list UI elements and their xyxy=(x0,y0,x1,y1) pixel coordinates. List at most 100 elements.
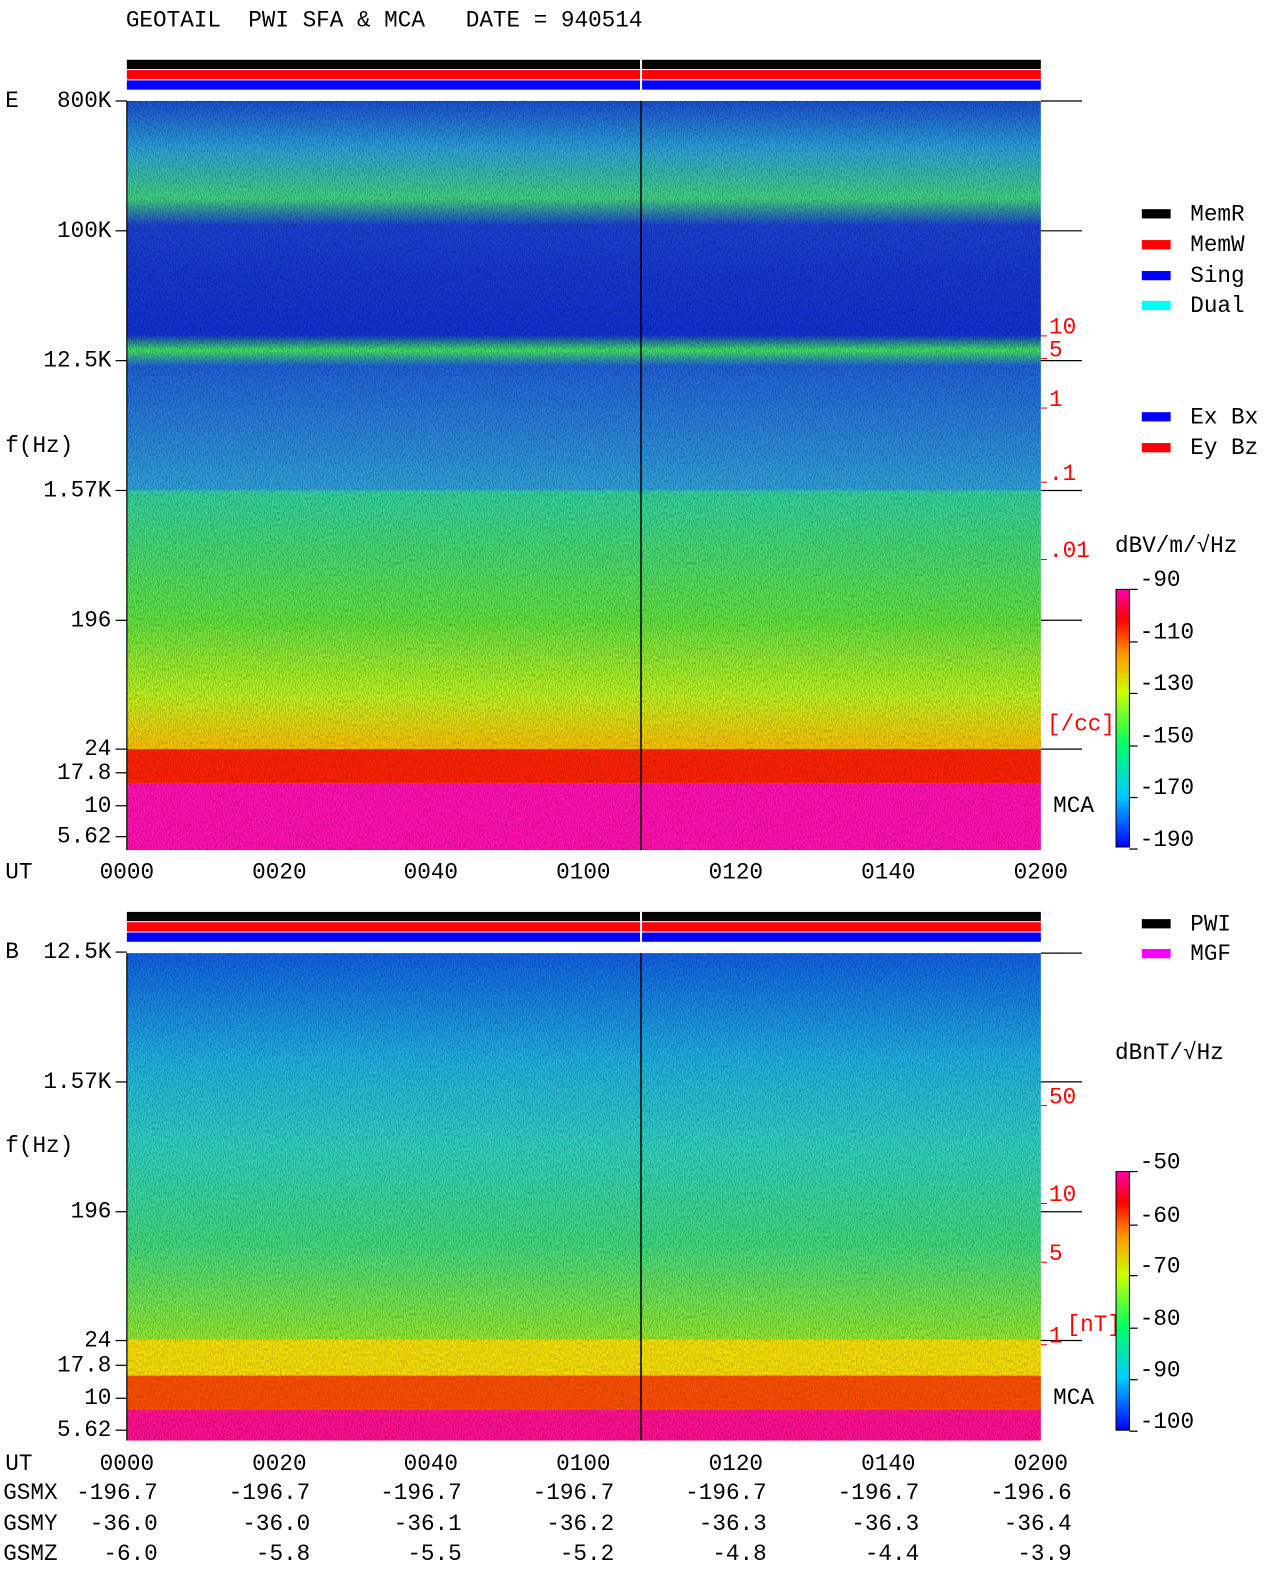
ephemeris-value: -36.3 xyxy=(699,1511,767,1537)
colorbar-label: -100 xyxy=(1140,1409,1194,1435)
panel-label: E xyxy=(5,88,19,114)
y-tick-label: 10 xyxy=(84,793,111,819)
colorbar-title: dBV/m/√Hz xyxy=(1115,533,1237,559)
legend-label: Ex Bx xyxy=(1190,404,1258,430)
colorbar xyxy=(1115,588,1130,848)
density-label: .1 xyxy=(1049,461,1076,487)
colorbar-label: -80 xyxy=(1140,1306,1181,1332)
y-tick-label: 800K xyxy=(57,88,112,114)
x-tick-label: 0100 xyxy=(556,860,610,886)
y-tick-label: 5.62 xyxy=(57,1417,111,1443)
ephemeris-value: -5.8 xyxy=(256,1541,310,1567)
x-tick-label: 0120 xyxy=(709,860,763,886)
legend-swatch xyxy=(1141,270,1171,281)
ephemeris-value: -4.4 xyxy=(865,1541,919,1567)
colorbar-label: -130 xyxy=(1140,671,1194,697)
x-tick-label: 0120 xyxy=(709,1451,763,1477)
legend-swatch xyxy=(1141,919,1171,929)
colorbar-label: -90 xyxy=(1140,1357,1181,1383)
density-label: 10 xyxy=(1049,315,1076,341)
status-bar xyxy=(126,922,1041,932)
y-tick-label: 12.5K xyxy=(43,939,111,965)
ephemeris-name: GSMX xyxy=(3,1480,58,1506)
ephemeris-value: -36.1 xyxy=(394,1511,462,1537)
ephemeris-value: -196.7 xyxy=(76,1480,158,1506)
mca-label: MCA xyxy=(1053,793,1094,819)
legend-label: MemR xyxy=(1190,201,1245,227)
colorbar-label: -150 xyxy=(1140,724,1194,750)
ephemeris-value: -36.0 xyxy=(90,1511,158,1537)
legend-swatch xyxy=(1141,948,1171,959)
y-tick-label: 100K xyxy=(57,218,112,244)
y-tick-label: 1.57K xyxy=(43,477,111,503)
ephemeris-value: -36.4 xyxy=(1004,1511,1072,1537)
x-tick-label: 0200 xyxy=(1014,860,1068,886)
ephemeris-value: -36.2 xyxy=(546,1511,614,1537)
title: GEOTAIL PWI SFA & MCA DATE = 940514 xyxy=(126,8,643,34)
spectrogram-noise xyxy=(126,953,1041,1441)
y-axis-label: f(Hz) xyxy=(5,1133,73,1159)
status-bar xyxy=(126,911,1041,922)
legend-label: MemW xyxy=(1190,232,1245,258)
y-tick-label: 5.62 xyxy=(57,824,111,850)
ephemeris-value: -36.3 xyxy=(851,1511,919,1537)
panel-label: B xyxy=(5,939,19,965)
colorbar-label: -70 xyxy=(1140,1253,1181,1279)
legend-label: Ey Bz xyxy=(1190,435,1258,461)
legend-label: PWI xyxy=(1190,911,1231,937)
status-bar xyxy=(126,59,1041,70)
ephemeris-value: -5.5 xyxy=(407,1541,461,1567)
ephemeris-value: -196.7 xyxy=(533,1480,615,1506)
x-tick-label: 0000 xyxy=(100,1451,154,1477)
density-label: 5 xyxy=(1049,337,1063,363)
x-tick-label: 0020 xyxy=(252,860,306,886)
legend-label: Sing xyxy=(1190,263,1244,289)
ephemeris-value: -196.7 xyxy=(380,1480,462,1506)
colorbar-label: -50 xyxy=(1140,1149,1181,1175)
y-tick-label: 10 xyxy=(84,1385,111,1411)
x-tick-label: 0000 xyxy=(100,860,154,886)
colorbar xyxy=(1115,1171,1130,1431)
legend-label: Dual xyxy=(1190,293,1244,319)
legend-swatch xyxy=(1141,300,1171,311)
y-tick-label: 196 xyxy=(71,607,112,633)
colorbar-label: -90 xyxy=(1140,567,1181,593)
ephemeris-value: -196.6 xyxy=(990,1480,1072,1506)
colorbar-label: -170 xyxy=(1140,775,1194,801)
density-unit: [/cc] xyxy=(1047,711,1115,737)
y-tick-label: 1.57K xyxy=(43,1069,111,1095)
ephemeris-name: GSMZ xyxy=(3,1541,57,1567)
ephemeris-value: -6.0 xyxy=(103,1541,157,1567)
ephemeris-value: -4.8 xyxy=(712,1541,766,1567)
x-tick-label: 0100 xyxy=(556,1451,610,1477)
legend-swatch xyxy=(1141,412,1171,422)
colorbar-label: -60 xyxy=(1140,1203,1181,1229)
ephemeris-value: -196.7 xyxy=(229,1480,311,1506)
status-bar xyxy=(126,70,1041,80)
colorbar-label: -110 xyxy=(1140,620,1194,646)
ephemeris-value: -196.7 xyxy=(838,1480,920,1506)
y-tick-label: 17.8 xyxy=(57,760,111,786)
x-tick-label: 0040 xyxy=(404,860,458,886)
legend-swatch xyxy=(1141,443,1171,453)
ephemeris-value: -5.2 xyxy=(560,1541,614,1567)
ephemeris-name: GSMY xyxy=(3,1511,58,1537)
legend-swatch xyxy=(1141,240,1171,250)
status-bar xyxy=(126,932,1041,942)
y-tick-label: 24 xyxy=(84,736,111,762)
density-label: 10 xyxy=(1049,1182,1076,1208)
x-tick-label: 0200 xyxy=(1014,1451,1068,1477)
density-label: 1 xyxy=(1049,1323,1063,1349)
ephemeris-value: -3.9 xyxy=(1017,1541,1071,1567)
spectrogram-noise xyxy=(126,100,1041,851)
density-unit: [nT] xyxy=(1067,1312,1121,1338)
y-tick-label: 196 xyxy=(71,1199,112,1225)
ephemeris-value: -196.7 xyxy=(685,1480,767,1506)
density-label: 50 xyxy=(1049,1084,1076,1110)
x-axis-label: UT xyxy=(5,1451,32,1477)
y-tick-label: 17.8 xyxy=(57,1352,111,1378)
mca-label: MCA xyxy=(1053,1385,1094,1411)
x-tick-label: 0140 xyxy=(861,860,915,886)
